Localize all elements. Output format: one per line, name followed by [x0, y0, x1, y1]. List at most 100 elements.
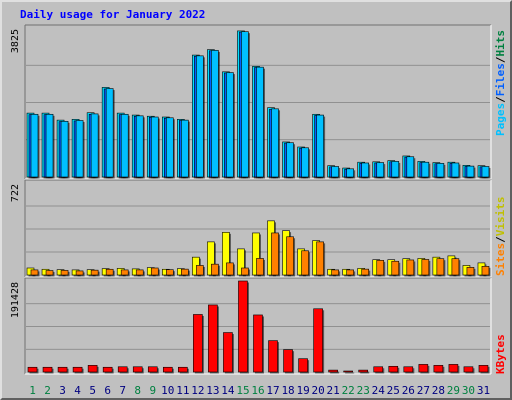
bar-pages: [451, 162, 460, 178]
bar-sites: [286, 236, 294, 276]
y-max-label-visits: 722: [10, 184, 21, 202]
bar-visits: [252, 232, 260, 276]
bar-pages: [181, 119, 189, 178]
x-tick-label: 12: [191, 384, 204, 397]
bar-kbytes: [373, 366, 384, 373]
x-tick-label: 5: [89, 384, 96, 397]
chart-legends: Pages/Files/Hits Sites/Visits KBytes: [494, 30, 507, 374]
bar-pages: [301, 147, 309, 178]
bar-pages: [60, 120, 69, 178]
bar-pages: [241, 31, 249, 178]
y-max-label-kbytes: 191428: [10, 282, 21, 318]
x-tick-label: 30: [462, 384, 475, 397]
bar-sites: [165, 269, 174, 276]
bar-kbytes: [87, 365, 98, 373]
bar-pages: [75, 120, 84, 178]
bar-pages: [361, 162, 370, 178]
bar-sites: [120, 269, 129, 276]
bar-pages: [406, 156, 415, 178]
bar-pages: [211, 50, 219, 178]
x-axis-labels: 1 2 3 4 5 6 7 8 9 10 11 12 13 14 15 16 17 18 19 20 21 22 23 24 2…: [29, 384, 490, 397]
bar-kbytes: [463, 366, 474, 373]
panel-kbytes: 191428: [10, 277, 492, 375]
legend-visits: Sites/Visits: [494, 197, 507, 277]
bar-kbytes: [343, 370, 353, 373]
bar-sites: [271, 232, 279, 276]
bar-sites: [211, 263, 219, 276]
bar-kbytes: [433, 365, 444, 373]
bar-pages: [331, 166, 339, 178]
bar-pages: [421, 161, 430, 178]
x-tick-label: 22: [342, 384, 355, 397]
x-tick-label: 31: [477, 384, 490, 397]
bar-sites: [45, 270, 54, 276]
bar-sites: [376, 260, 385, 276]
x-tick-label: 25: [387, 384, 400, 397]
bar-kbytes: [238, 280, 248, 373]
x-tick-label: 11: [176, 384, 189, 397]
x-tick-label: 4: [74, 384, 81, 397]
bar-kbytes: [162, 366, 173, 373]
bar-pages: [466, 165, 475, 178]
bar-sites: [331, 269, 339, 276]
bar-kbytes: [478, 365, 489, 373]
bar-pages: [196, 55, 204, 178]
bar-kbytes: [388, 365, 399, 373]
bar-pages: [45, 113, 54, 178]
bar-sites: [436, 258, 445, 276]
bar-sites: [196, 265, 204, 276]
bar-visits: [222, 232, 230, 276]
bar-pages: [256, 66, 264, 178]
x-tick-label: 2: [44, 384, 51, 397]
x-tick-label: 7: [119, 384, 126, 397]
x-tick-label: 1: [29, 384, 36, 397]
x-tick-label: 19: [296, 384, 309, 397]
bar-kbytes: [132, 366, 143, 373]
bar-kbytes: [147, 366, 158, 373]
legend-kbytes: KBytes: [494, 334, 507, 374]
bar-sites: [256, 258, 264, 276]
bar-pages: [316, 114, 324, 178]
bar-sites: [421, 259, 430, 276]
bar-sites: [105, 268, 114, 276]
bar-pages: [436, 163, 445, 178]
bar-sites: [406, 259, 415, 276]
x-tick-label: 16: [251, 384, 264, 397]
bar-kbytes: [313, 308, 323, 373]
bar-sites: [316, 241, 324, 276]
x-tick-label: 9: [149, 384, 156, 397]
bar-pages: [271, 108, 279, 178]
bar-kbytes: [42, 366, 53, 373]
bar-pages: [286, 142, 294, 178]
bar-visits: [237, 248, 245, 276]
bar-sites: [466, 267, 475, 276]
bar-sites: [90, 269, 99, 276]
bar-pages: [135, 115, 144, 178]
bar-kbytes: [178, 366, 188, 373]
bar-sites: [346, 269, 354, 276]
x-tick-label: 6: [104, 384, 111, 397]
bar-kbytes: [102, 366, 113, 373]
bar-kbytes: [298, 358, 308, 373]
bar-kbytes: [208, 304, 218, 373]
bar-kbytes: [27, 366, 38, 373]
x-tick-label: 14: [221, 384, 235, 397]
bar-kbytes: [57, 366, 68, 373]
bar-visits: [207, 241, 215, 276]
x-tick-label: 17: [266, 384, 279, 397]
x-tick-label: 3: [59, 384, 66, 397]
bar-kbytes: [448, 364, 459, 373]
bar-pages: [391, 161, 400, 178]
x-tick-label: 21: [327, 384, 340, 397]
legend-hits: Pages/Files/Hits: [494, 30, 507, 136]
chart-panels: 3825 722 191428: [10, 24, 492, 375]
x-tick-label: 13: [206, 384, 219, 397]
bar-pages: [120, 113, 129, 178]
bar-sites: [30, 269, 39, 276]
x-tick-label: 10: [161, 384, 174, 397]
bar-sites: [481, 266, 490, 276]
bar-pages: [90, 113, 99, 178]
bar-pages: [226, 72, 234, 178]
bar-sites: [361, 268, 370, 276]
